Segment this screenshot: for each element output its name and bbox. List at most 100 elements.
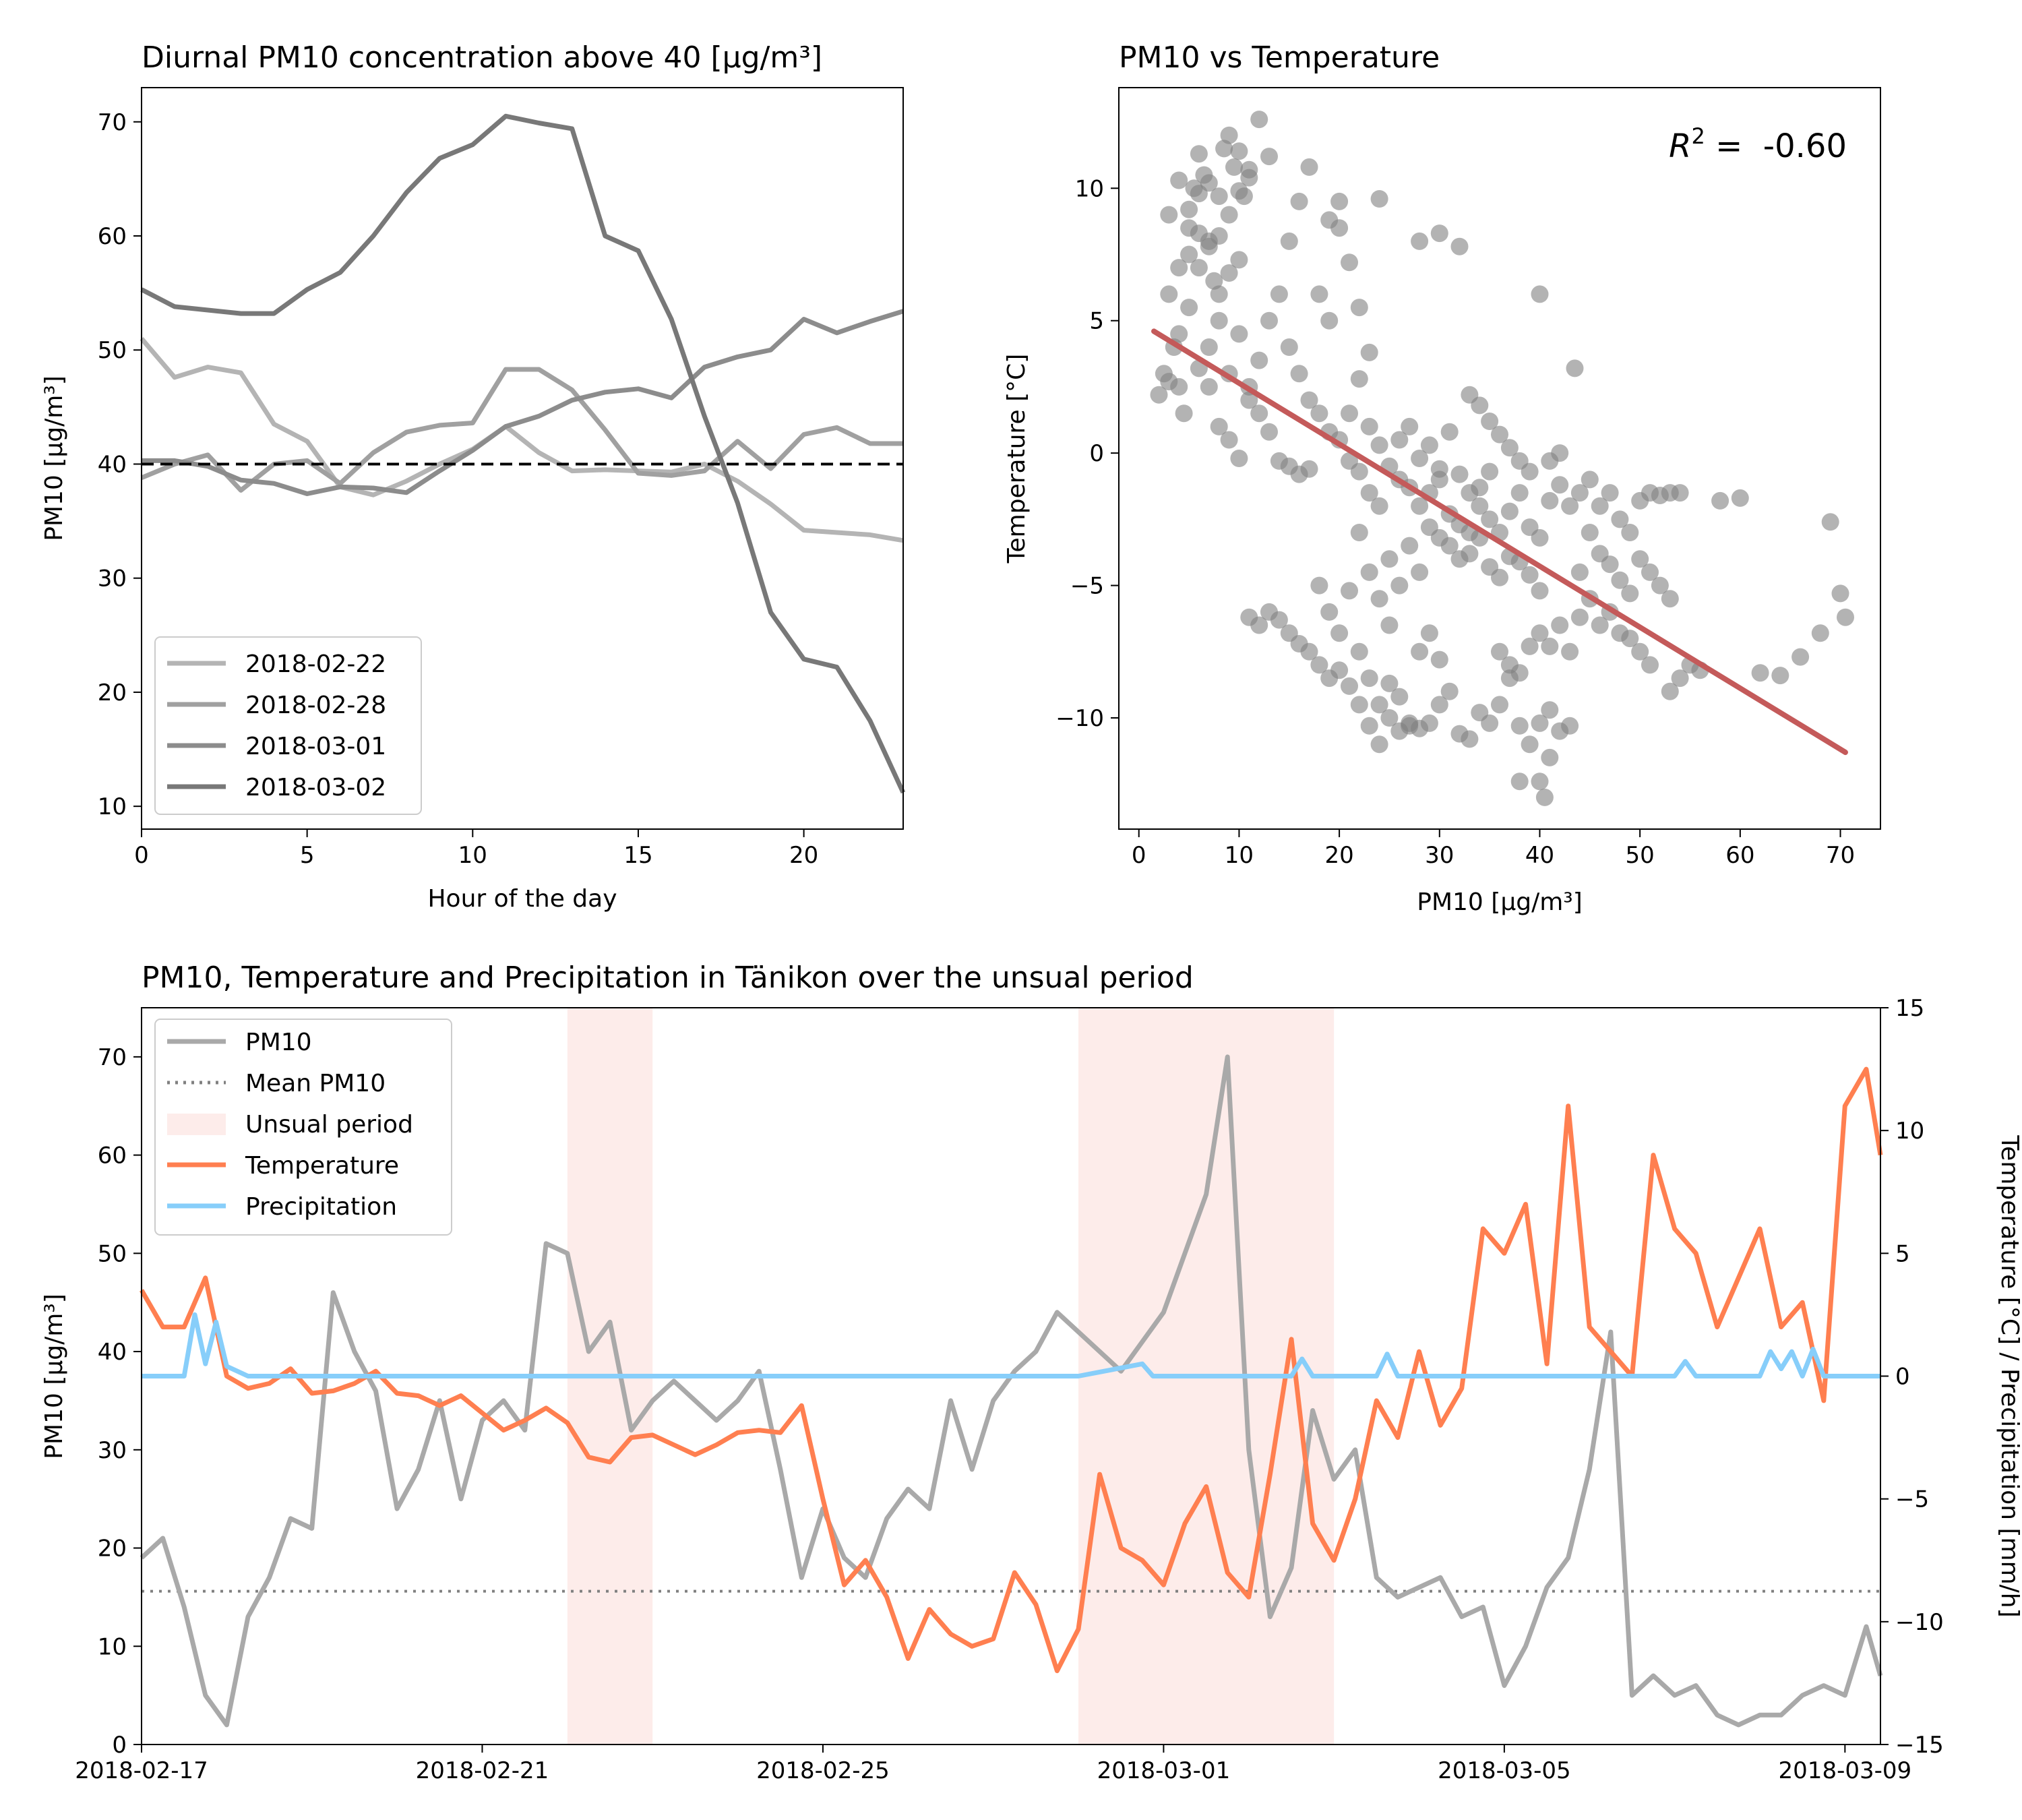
scatter-point-180 xyxy=(1581,471,1599,489)
scatter-x-tick-label-30: 30 xyxy=(1425,842,1454,869)
scatter-point-189 xyxy=(1671,484,1689,502)
scatter-point-29 xyxy=(1260,423,1278,441)
scatter-point-88 xyxy=(1561,497,1579,515)
scatter-point-244 xyxy=(1200,174,1218,192)
scatter-point-128 xyxy=(1491,696,1508,714)
scatter-point-26 xyxy=(1230,325,1248,343)
scatter-point-102 xyxy=(1401,537,1419,555)
scatter-point-98 xyxy=(1471,479,1489,497)
timeseries-chart: 2018-02-17 2018-02-21 2018-02-25 2018-03-01… xyxy=(40,961,2022,1784)
r-squared-var: R xyxy=(1669,127,1691,165)
timeseries-left-y-tick-label-10: 10 xyxy=(98,1633,127,1660)
scatter-point-21 xyxy=(1180,299,1198,317)
scatter-point-214 xyxy=(1491,425,1508,444)
scatter-point-213 xyxy=(1481,413,1499,430)
scatter-point-19 xyxy=(1250,111,1268,129)
scatter-point-13 xyxy=(1215,140,1233,158)
timeseries-title: PM10, Temperature and Precipitation in T… xyxy=(142,961,1194,995)
scatter-point-30 xyxy=(1180,245,1198,264)
timeseries-x-tick-label-2018-03-09: 2018-03-09 xyxy=(1779,1757,1912,1784)
diurnal-y-tick-label-60: 60 xyxy=(98,223,127,250)
scatter-point-40 xyxy=(1210,417,1228,435)
diurnal-y-tick-label-20: 20 xyxy=(98,679,127,706)
scatter-point-240 xyxy=(1160,206,1178,224)
diurnal-y-tick-label-10: 10 xyxy=(98,793,127,820)
scatter-point-91 xyxy=(1401,417,1419,435)
scatter-point-156 xyxy=(1551,616,1569,634)
scatter-plot-frame xyxy=(1118,87,1881,830)
scatter-point-101 xyxy=(1390,576,1409,595)
scatter-point-235 xyxy=(1411,232,1429,250)
scatter-point-5 xyxy=(1175,404,1193,423)
scatter-point-139 xyxy=(1330,661,1349,679)
timeseries-left-y-tick-label-50: 50 xyxy=(98,1240,127,1267)
scatter-point-39 xyxy=(1200,377,1218,396)
scatter-point-34 xyxy=(1220,264,1238,282)
scatter-point-23 xyxy=(1200,338,1218,356)
scatter-x-tick-label-20: 20 xyxy=(1324,842,1353,869)
scatter-point-109 xyxy=(1380,616,1399,634)
scatter-point-52 xyxy=(1300,391,1318,409)
scatter-point-140 xyxy=(1341,677,1358,695)
scatter-point-210 xyxy=(1566,359,1584,377)
timeseries-right-y-tick-label-5: 5 xyxy=(1895,1240,1910,1267)
scatter-point-110 xyxy=(1310,576,1328,595)
scatter-point-236 xyxy=(1430,224,1448,243)
scatter-point-64 xyxy=(1350,299,1368,317)
timeseries-right-y-axis-label: Temperature [°C] / Precipitation [mm/h] xyxy=(1996,1134,2022,1617)
diurnal-legend-box xyxy=(154,636,422,815)
scatter-point-154 xyxy=(1531,624,1549,642)
diurnal-x-tick-label-0: 0 xyxy=(134,842,149,869)
diurnal-y-axis-label: PM10 [µg/m³] xyxy=(40,375,68,541)
scatter-point-176 xyxy=(1631,550,1649,568)
timeseries-legend: PM10 Mean PM10 Unsual period Temperature… xyxy=(154,1019,452,1236)
scatter-point-131 xyxy=(1250,616,1268,634)
scatter-point-36 xyxy=(1160,285,1178,303)
scatter-point-47 xyxy=(1280,232,1298,250)
scatter-point-141 xyxy=(1350,696,1368,714)
legend-label-temperature: Temperature xyxy=(245,1152,399,1180)
scatter-point-12 xyxy=(1210,187,1228,206)
scatter-point-184 xyxy=(1621,524,1639,541)
scatter-point-58 xyxy=(1360,484,1378,502)
scatter-point-174 xyxy=(1611,571,1629,589)
scatter-point-212 xyxy=(1471,396,1489,415)
scatter-point-171 xyxy=(1581,524,1599,541)
scatter-point-46 xyxy=(1270,285,1288,303)
scatter-point-111 xyxy=(1320,603,1339,621)
regression-line xyxy=(1151,328,1848,756)
scatter-x-tick-label-40: 40 xyxy=(1525,842,1554,869)
scatter-point-92 xyxy=(1411,450,1429,467)
scatter-point-201 xyxy=(1731,489,1749,507)
scatter-point-233 xyxy=(1370,436,1388,454)
scatter-point-149 xyxy=(1430,650,1448,669)
scatter-point-115 xyxy=(1360,669,1378,688)
scatter-point-220 xyxy=(1440,537,1459,555)
scatter-point-53 xyxy=(1310,404,1328,423)
scatter-point-232 xyxy=(1360,417,1378,435)
series-line-precipitation xyxy=(142,1312,1880,1378)
diurnal-x-tick-label-10: 10 xyxy=(458,842,487,869)
scatter-point-116 xyxy=(1370,696,1388,714)
scatter-point-200 xyxy=(1711,491,1729,510)
scatter-point-196 xyxy=(1661,682,1679,700)
scatter-point-157 xyxy=(1561,642,1579,661)
timeseries-right-y-tick-label-10: 10 xyxy=(1895,1118,1924,1145)
scatter-y-tick-label-10: 10 xyxy=(1075,175,1104,202)
scatter-point-150 xyxy=(1491,642,1508,661)
scatter-y-tick-label-0: 0 xyxy=(1089,440,1104,467)
scatter-point-160 xyxy=(1510,717,1529,735)
scatter-point-242 xyxy=(1180,219,1198,237)
scatter-point-114 xyxy=(1350,642,1368,661)
scatter-point-6 xyxy=(1180,200,1198,218)
legend-label-mean-pm10: Mean PM10 xyxy=(245,1070,386,1097)
scatter-point-205 xyxy=(1811,624,1829,642)
scatter-point-48 xyxy=(1290,192,1308,210)
diurnal-y-tick-label-50: 50 xyxy=(98,337,127,364)
scatter-point-217 xyxy=(1521,462,1539,481)
scatter-point-249 xyxy=(1260,148,1278,166)
timeseries-left-y-tick-label-60: 60 xyxy=(98,1143,127,1170)
scatter-point-239 xyxy=(1320,211,1339,229)
